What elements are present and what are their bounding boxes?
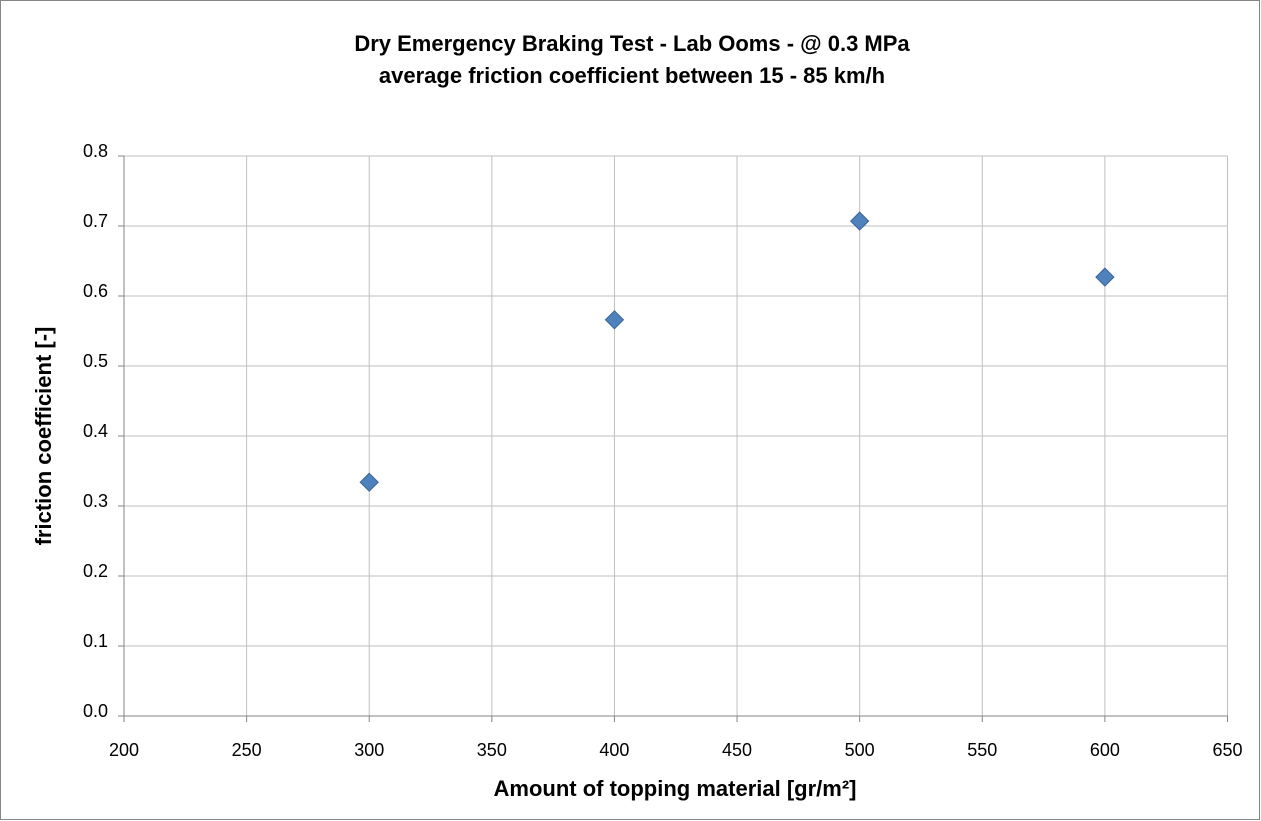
point: [604, 310, 625, 330]
x-tick-label: 500: [845, 740, 875, 760]
y-tick-label: 0.5: [83, 351, 108, 371]
x-tick-label: 550: [967, 740, 997, 760]
x-tick-label: 300: [354, 740, 384, 760]
point: [849, 211, 870, 231]
y-tick-label: 0.7: [83, 211, 108, 231]
chart-subtitle: average friction coefficient between 15 …: [379, 63, 885, 88]
y-tick-label: 0.4: [83, 421, 108, 441]
y-tick-label: 0.1: [83, 631, 108, 651]
x-axis-title: Amount of topping material [gr/m²]: [494, 776, 857, 801]
point: [359, 472, 379, 492]
x-tick-label: 250: [232, 740, 262, 760]
y-tick-label: 0.0: [83, 701, 108, 721]
point: [1095, 267, 1115, 287]
x-tick-label: 350: [477, 740, 507, 760]
y-axis-title: friction coefficient [-]: [31, 327, 56, 546]
x-tick-label: 600: [1090, 740, 1120, 760]
x-tick-label: 200: [109, 740, 139, 760]
y-tick-label: 0.2: [83, 561, 108, 581]
y-tick-label: 0.8: [83, 141, 108, 161]
y-tick-label: 0.6: [83, 281, 108, 301]
chart-title: Dry Emergency Braking Test - Lab Ooms - …: [354, 31, 910, 56]
x-tick-label: 650: [1212, 740, 1242, 760]
x-tick-label: 450: [722, 740, 752, 760]
y-tick-label: 0.3: [83, 491, 108, 511]
x-tick-label: 400: [599, 740, 629, 760]
